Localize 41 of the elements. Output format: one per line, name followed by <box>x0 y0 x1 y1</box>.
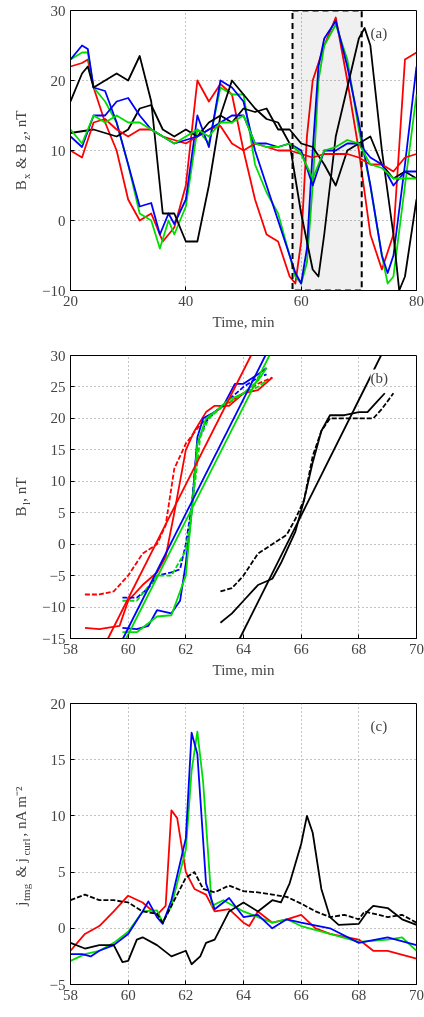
x-tick-label: 62 <box>178 640 194 657</box>
y-tick-label: 20 <box>50 410 66 427</box>
x-tick-label: 60 <box>120 640 136 657</box>
y-tick-label: 5 <box>58 504 66 521</box>
y-tick-label: 30 <box>50 2 66 19</box>
y-tick-label: 0 <box>58 212 66 229</box>
y-tick-label: 20 <box>50 695 66 712</box>
y-tick-label: 20 <box>50 72 66 89</box>
x-tick-label: 66 <box>293 640 310 657</box>
x-axis-title: Time, min <box>212 661 275 678</box>
x-tick-label: 80 <box>409 292 424 309</box>
x-tick-label: 64 <box>236 640 252 657</box>
y-axis-title: Bl, nT <box>12 477 32 517</box>
y-tick-label: 15 <box>50 751 66 768</box>
x-tick-label: 40 <box>178 292 194 309</box>
x-tick-label: 68 <box>351 986 367 1003</box>
y-tick-label: 5 <box>58 864 66 881</box>
annotation: (b) <box>370 369 388 387</box>
x-tick-label: 60 <box>293 292 309 309</box>
annotation: (c) <box>370 717 388 735</box>
y-tick-label: 25 <box>50 378 66 395</box>
y-tick-label: 30 <box>50 347 66 364</box>
x-tick-label: 70 <box>409 640 424 657</box>
y-tick-label: 10 <box>50 142 66 159</box>
y-axis-title: Bx & Bz, nT <box>12 110 32 191</box>
x-tick-label: 64 <box>236 986 252 1003</box>
annotation: (a) <box>370 24 388 42</box>
x-tick-label: 68 <box>351 640 367 657</box>
y-tick-label: −5 <box>49 567 66 584</box>
y-axis-title: jtmg & jcurl, nA m⁻² <box>12 786 32 907</box>
y-tick-label: −10 <box>42 599 66 616</box>
y-tick-label: 0 <box>58 920 66 937</box>
x-tick-label: 70 <box>409 986 424 1003</box>
y-tick-label: 15 <box>50 441 66 458</box>
x-axis-title: Time, min <box>212 313 275 330</box>
y-tick-label: 10 <box>50 807 66 824</box>
x-tick-label: 60 <box>120 986 136 1003</box>
x-tick-label: 66 <box>293 986 310 1003</box>
y-tick-label: 10 <box>50 473 66 490</box>
x-tick-label: 62 <box>178 986 194 1003</box>
y-tick-label: 0 <box>58 536 66 553</box>
